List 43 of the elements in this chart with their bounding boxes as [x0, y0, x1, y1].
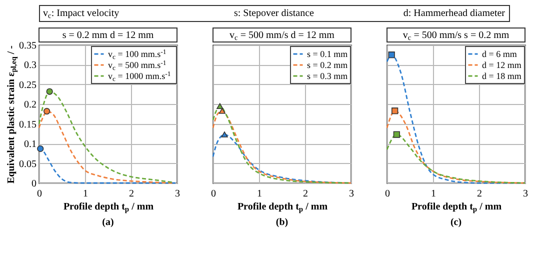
y-tick-label: 0.1 — [24, 139, 36, 150]
point — [44, 108, 50, 115]
x-axis-title: Profile depth t$_{p}$ / mm — [63, 202, 154, 214]
y-tick-label: 0.05 — [19, 158, 36, 170]
chart-subtitle: s = 0.2 mm d = 12 mm — [62, 30, 154, 41]
chart-subtitle: v$_{c}$ = 500 mm/s d = 12 mm — [230, 30, 335, 42]
text: (c) — [450, 217, 462, 228]
legend-label: d = 12 mm — [482, 60, 522, 70]
legend-label: v$_{c}$ = 100 mm.s$^{-1}$ — [108, 49, 166, 61]
text: d: Hammerhead diameter — [403, 8, 506, 19]
x-tick-label: 3 — [349, 188, 354, 200]
y-tick-label: 0.2 — [24, 100, 36, 111]
legend-label: v$_{c}$ = 1000 mm.s$^{-1}$ — [108, 71, 171, 83]
y-tick-label: 0.15 — [19, 119, 36, 130]
y-tick-label: 0.35 — [19, 40, 36, 52]
text: (a) — [102, 217, 114, 228]
x-tick-label: 0 — [211, 188, 216, 200]
y-tick-label: 0.3 — [24, 60, 36, 72]
legend-label: s = 0.3 mm — [307, 71, 348, 81]
x-axis-title: Profile depth t$_{p}$ / mm — [237, 202, 328, 214]
legend-label: d = 6 mm — [482, 49, 517, 59]
text: s: Stepover distance — [234, 8, 315, 19]
legend-label: s = 0.2 mm — [307, 60, 348, 70]
chart-subtitle: v$_{c}$ = 500 mm/s s = 0.2 mm — [402, 30, 510, 42]
point — [46, 88, 53, 95]
text: v$_{c}$: Impact velocity — [43, 8, 120, 20]
legend-label: s = 0.1 mm — [307, 49, 348, 59]
y-tick-label: 0 — [32, 178, 36, 190]
legend-label: v$_{c}$ = 500 mm.s$^{-1}$ — [108, 60, 166, 72]
y-tick-label: 0.25 — [19, 80, 36, 91]
x-tick-label: 2 — [129, 188, 134, 200]
x-tick-label: 2 — [477, 188, 482, 200]
x-tick-label: 2 — [303, 188, 308, 200]
x-tick-label: 3 — [523, 188, 528, 200]
point — [37, 145, 44, 152]
x-tick-label: 1 — [257, 188, 262, 200]
legend-label: d = 18 mm — [482, 71, 522, 81]
x-axis-title: Profile depth t$_{p}$ / mm — [411, 202, 502, 214]
x-tick-label: 1 — [83, 188, 88, 200]
x-tick-label: 1 — [431, 188, 436, 200]
text: (b) — [276, 217, 288, 228]
x-tick-label: 3 — [175, 188, 180, 200]
x-tick-label: 0 — [385, 188, 390, 200]
